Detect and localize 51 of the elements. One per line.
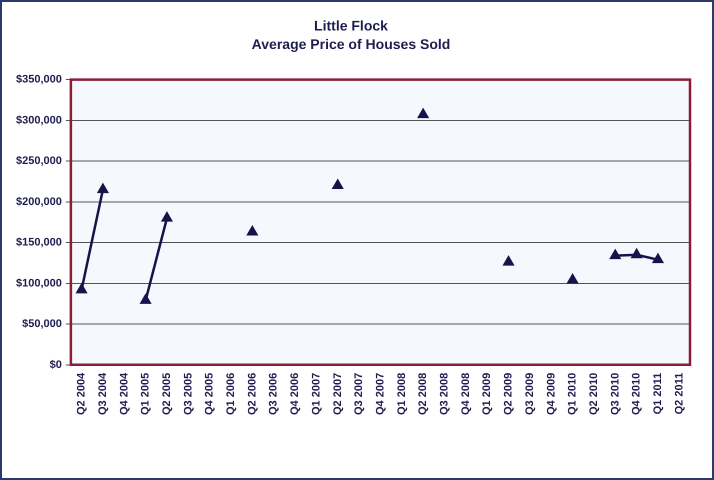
y-tick-label: $250,000 [16,155,62,168]
x-tick-label: Q4 2008 [460,372,472,415]
x-tick-label: Q1 2011 [652,372,664,414]
x-tick-label: Q1 2005 [140,372,152,415]
point [332,178,344,190]
x-tick-label: Q2 2010 [588,372,600,415]
y-tick-label: $300,000 [16,114,62,126]
chart-subtitle: Average Price of Houses Sold [252,36,450,52]
point [630,248,643,258]
point [417,108,430,118]
x-tick-label: Q1 2010 [566,372,579,415]
x-tick-label: Q4 2006 [289,372,302,415]
x-tick-label: Q2 2008 [417,372,430,415]
point [246,224,258,236]
y-tick-label: $200,000 [16,196,62,208]
point [75,282,88,294]
point [652,252,664,264]
y-tick-label: $50,000 [22,318,62,330]
x-tick-label: Q1 2006 [225,372,238,415]
x-tick-label: Q1 2007 [310,372,322,415]
point [160,211,174,222]
x-tick-label: Q3 2004 [96,372,109,415]
x-tick-label: Q3 2008 [438,372,451,415]
y-tick-label: $150,000 [16,236,62,249]
point [502,255,515,266]
x-tick-label: Q4 2010 [630,372,643,415]
y-tick-label: $100,000 [16,277,62,290]
point [140,293,152,304]
x-tick-label: Q4 2004 [118,372,130,415]
x-tick-label: Q2 2004 [76,372,88,415]
x-tick-label: Q3 2007 [353,372,366,415]
x-tick-label: Q1 2009 [481,372,494,415]
y-tick-label: $350,000 [16,74,62,86]
x-tick-label: Q4 2009 [545,372,558,415]
x-tick-label: Q2 2007 [332,372,344,415]
point [96,182,109,194]
chart-title: Little Flock [314,17,388,34]
x-tick-label: Q1 2008 [396,372,408,415]
x-tick-label: Q3 2009 [524,372,536,415]
x-tick-label: Q3 2006 [268,372,280,415]
x-tick-label: Q2 2005 [160,372,173,415]
x-tick-label: Q4 2007 [374,372,386,415]
x-tick-label: Q3 2010 [609,372,622,415]
x-tick-label: Q3 2005 [182,372,194,415]
x-tick-label: Q2 2009 [502,372,515,415]
point [566,273,579,284]
x-tick-label: Q2 2011 [673,372,686,414]
y-tick-label: $0 [50,358,62,371]
x-tick-label: Q2 2006 [246,372,258,415]
x-tick-label: Q4 2005 [204,372,216,415]
point [609,248,622,260]
